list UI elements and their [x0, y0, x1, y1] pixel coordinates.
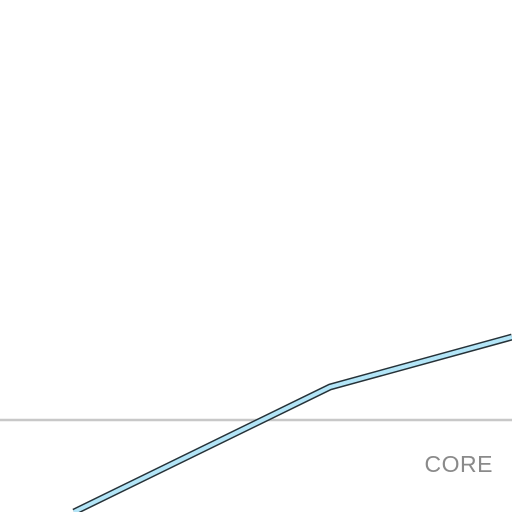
road[interactable] — [72, 333, 512, 512]
road-casing — [72, 333, 512, 512]
place-label: CORE — [424, 451, 493, 477]
road-fill — [73, 335, 512, 512]
